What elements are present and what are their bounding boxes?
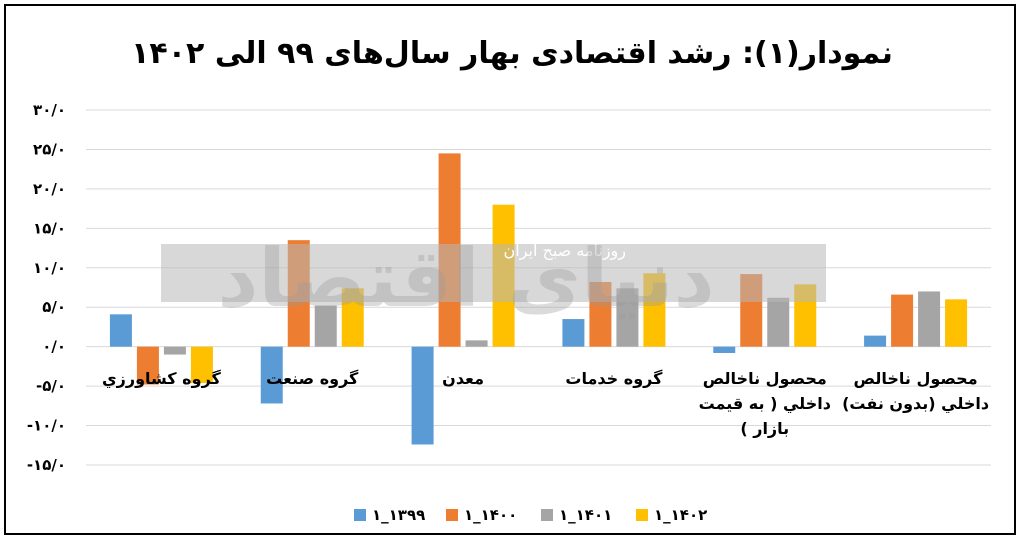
y-axis-ticks: ۳۰/۰ ۲۵/۰ ۲۰/۰ ۱۵/۰ ۱۰/۰ ۵/۰ ۰/۰ -۵/۰ -۱۰/۰ -۱۵/۰ (27, 101, 66, 474)
bar (713, 347, 735, 353)
category-label: گروه خدمات (565, 369, 663, 388)
bar (864, 336, 886, 347)
legend: ۱_۱۳۹۹ ۱_۱۴۰۰ ۱_۱۴۰۱ ۱_۱۴۰۲ (354, 506, 707, 524)
category-label: گروه کشاورزي (102, 369, 222, 389)
category-label: محصول ناخالص (854, 369, 978, 388)
bar (466, 340, 488, 346)
legend-label: ۱_۱۴۰۲ (654, 506, 707, 524)
bar (164, 347, 186, 355)
category-label: بازار ) (740, 419, 789, 438)
y-tick-label: ۱۰/۰ (33, 259, 66, 277)
legend-label: ۱_۱۴۰۰ (464, 506, 517, 524)
bar-chart: ۳۰/۰ ۲۵/۰ ۲۰/۰ ۱۵/۰ ۱۰/۰ ۵/۰ ۰/۰ -۵/۰ -۱۰/۰ -۱۵/۰… (6, 6, 1018, 537)
y-tick-label: -۱۰/۰ (27, 417, 66, 435)
legend-swatch (446, 509, 458, 521)
category-label: معدن (442, 369, 484, 388)
y-tick-label: -۵/۰ (36, 377, 66, 395)
chart-frame: نمودار(۱): رشد اقتصادی بهار سال‌های ۹۹ ا… (4, 4, 1016, 535)
category-labels: گروه کشاورزي گروه صنعت معدن گروه خدمات محصول… (102, 369, 989, 438)
bar (945, 299, 967, 346)
category-label: گروه صنعت (266, 369, 359, 388)
watermark-logo: دنیای اقتصاد (217, 232, 714, 325)
category-label: داخلي (بدون نفت) (842, 394, 989, 414)
y-tick-label: -۱۵/۰ (27, 456, 66, 474)
y-tick-label: ۰/۰ (42, 338, 66, 356)
legend-swatch (541, 509, 553, 521)
bar (767, 298, 789, 347)
y-tick-label: ۱۵/۰ (33, 219, 66, 237)
bar (918, 291, 940, 346)
bar (412, 347, 434, 445)
y-tick-label: ۲۵/۰ (33, 140, 66, 158)
bar (891, 295, 913, 347)
y-tick-label: ۲۰/۰ (33, 180, 66, 198)
legend-swatch (636, 509, 648, 521)
category-label: محصول ناخالص (703, 369, 827, 388)
watermark: روزنامه صبح ایران دنیای اقتصاد (161, 232, 826, 325)
legend-label: ۱_۱۳۹۹ (372, 506, 425, 524)
category-label: داخلي ( به قيمت (699, 394, 831, 414)
legend-label: ۱_۱۴۰۱ (559, 506, 612, 524)
legend-swatch (354, 509, 366, 521)
bar (110, 314, 132, 346)
y-tick-label: ۳۰/۰ (33, 101, 66, 119)
y-tick-label: ۵/۰ (42, 298, 66, 316)
